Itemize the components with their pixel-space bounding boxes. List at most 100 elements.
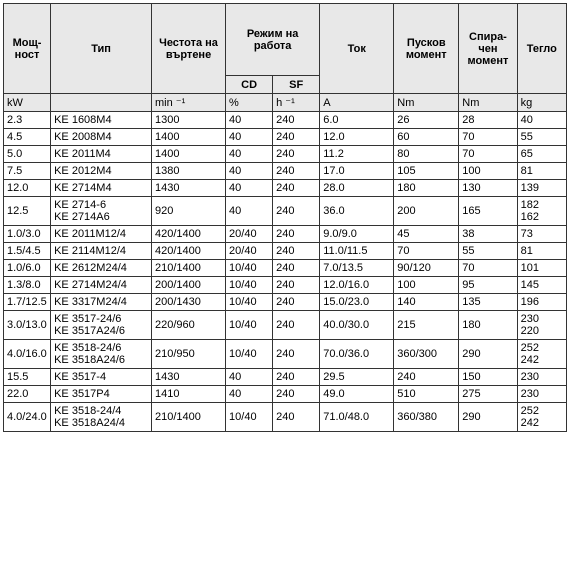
cell-start: 26 <box>394 112 459 129</box>
table-row: 4.5KE 2008M414004024012.0607055 <box>4 129 567 146</box>
cell-cd: 10/40 <box>226 260 273 277</box>
col-start: Пусков момент <box>394 4 459 94</box>
cell-type: KE 3518-24/6 KE 3518A24/6 <box>51 340 152 369</box>
cell-sf: 240 <box>273 260 320 277</box>
cell-power: 2.3 <box>4 112 51 129</box>
col-sf: SF <box>273 76 320 94</box>
cell-start: 200 <box>394 197 459 226</box>
cell-cur: 28.0 <box>320 180 394 197</box>
units-row: kW min ⁻¹ % h ⁻¹ A Nm Nm kg <box>4 94 567 112</box>
cell-cd: 20/40 <box>226 243 273 260</box>
table-row: 1.0/6.0KE 2612M24/4210/140010/402407.0/1… <box>4 260 567 277</box>
unit-start: Nm <box>394 94 459 112</box>
cell-sf: 240 <box>273 129 320 146</box>
col-cd: CD <box>226 76 273 94</box>
cell-start: 105 <box>394 163 459 180</box>
cell-type: KE 2114M12/4 <box>51 243 152 260</box>
cell-brake: 55 <box>459 243 517 260</box>
cell-freq: 1410 <box>152 386 226 403</box>
cell-power: 1.5/4.5 <box>4 243 51 260</box>
cell-start: 510 <box>394 386 459 403</box>
col-freq: Честота на въртене <box>152 4 226 94</box>
col-current: Ток <box>320 4 394 94</box>
cell-freq: 200/1400 <box>152 277 226 294</box>
cell-power: 4.0/16.0 <box>4 340 51 369</box>
cell-start: 90/120 <box>394 260 459 277</box>
cell-cur: 36.0 <box>320 197 394 226</box>
cell-cd: 20/40 <box>226 226 273 243</box>
cell-cur: 9.0/9.0 <box>320 226 394 243</box>
cell-cd: 10/40 <box>226 277 273 294</box>
cell-start: 140 <box>394 294 459 311</box>
cell-weight: 73 <box>517 226 566 243</box>
table-body: 2.3KE 1608M41300402406.02628404.5KE 2008… <box>4 112 567 432</box>
unit-cd: % <box>226 94 273 112</box>
cell-weight: 230 <box>517 386 566 403</box>
cell-start: 60 <box>394 129 459 146</box>
cell-cur: 70.0/36.0 <box>320 340 394 369</box>
cell-brake: 290 <box>459 340 517 369</box>
cell-cur: 6.0 <box>320 112 394 129</box>
cell-sf: 240 <box>273 369 320 386</box>
cell-cd: 10/40 <box>226 311 273 340</box>
unit-sf: h ⁻¹ <box>273 94 320 112</box>
cell-type: KE 1608M4 <box>51 112 152 129</box>
col-type: Тип <box>51 4 152 94</box>
spec-table: Мощ- ност Тип Честота на въртене Режим н… <box>3 3 567 432</box>
cell-brake: 165 <box>459 197 517 226</box>
cell-cur: 7.0/13.5 <box>320 260 394 277</box>
cell-sf: 240 <box>273 180 320 197</box>
cell-start: 70 <box>394 243 459 260</box>
cell-weight: 139 <box>517 180 566 197</box>
cell-start: 80 <box>394 146 459 163</box>
cell-cd: 10/40 <box>226 403 273 432</box>
cell-freq: 420/1400 <box>152 243 226 260</box>
cell-weight: 252 242 <box>517 340 566 369</box>
cell-weight: 81 <box>517 163 566 180</box>
cell-brake: 38 <box>459 226 517 243</box>
cell-cd: 40 <box>226 369 273 386</box>
cell-power: 15.5 <box>4 369 51 386</box>
cell-start: 240 <box>394 369 459 386</box>
cell-start: 360/300 <box>394 340 459 369</box>
cell-sf: 240 <box>273 112 320 129</box>
cell-power: 4.5 <box>4 129 51 146</box>
cell-type: KE 3317M24/4 <box>51 294 152 311</box>
cell-brake: 70 <box>459 260 517 277</box>
cell-cd: 10/40 <box>226 340 273 369</box>
cell-cur: 71.0/48.0 <box>320 403 394 432</box>
cell-type: KE 2012M4 <box>51 163 152 180</box>
cell-sf: 240 <box>273 340 320 369</box>
cell-power: 1.7/12.5 <box>4 294 51 311</box>
cell-sf: 240 <box>273 197 320 226</box>
table-row: 12.5KE 2714-6 KE 2714A69204024036.020016… <box>4 197 567 226</box>
cell-type: KE 3517P4 <box>51 386 152 403</box>
cell-brake: 180 <box>459 311 517 340</box>
col-mode: Режим на работа <box>226 4 320 76</box>
cell-freq: 210/1400 <box>152 403 226 432</box>
cell-weight: 230 220 <box>517 311 566 340</box>
cell-cur: 49.0 <box>320 386 394 403</box>
cell-weight: 252 242 <box>517 403 566 432</box>
cell-cd: 40 <box>226 163 273 180</box>
col-weight: Тегло <box>517 4 566 94</box>
cell-brake: 28 <box>459 112 517 129</box>
table-row: 5.0KE 2011M414004024011.2807065 <box>4 146 567 163</box>
unit-freq: min ⁻¹ <box>152 94 226 112</box>
table-row: 1.0/3.0KE 2011M12/4420/140020/402409.0/9… <box>4 226 567 243</box>
cell-sf: 240 <box>273 146 320 163</box>
cell-power: 1.0/6.0 <box>4 260 51 277</box>
cell-weight: 101 <box>517 260 566 277</box>
unit-current: A <box>320 94 394 112</box>
cell-weight: 55 <box>517 129 566 146</box>
cell-sf: 240 <box>273 226 320 243</box>
cell-sf: 240 <box>273 311 320 340</box>
cell-power: 1.3/8.0 <box>4 277 51 294</box>
cell-cd: 40 <box>226 146 273 163</box>
cell-freq: 1400 <box>152 146 226 163</box>
cell-start: 360/380 <box>394 403 459 432</box>
cell-cur: 11.2 <box>320 146 394 163</box>
cell-cur: 17.0 <box>320 163 394 180</box>
cell-power: 22.0 <box>4 386 51 403</box>
cell-freq: 1430 <box>152 369 226 386</box>
